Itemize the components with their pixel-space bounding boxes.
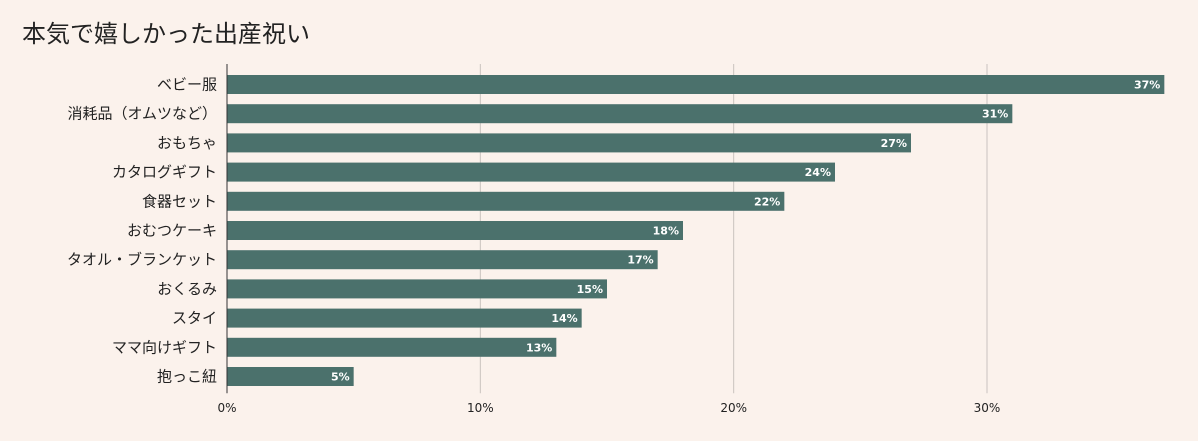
bar — [227, 367, 354, 386]
category-label: ベビー服 — [157, 76, 217, 94]
x-tick-label: 30% — [974, 401, 1001, 415]
bar — [227, 75, 1165, 94]
bar — [227, 250, 658, 270]
bar — [227, 279, 607, 299]
data-label: 37% — [1134, 79, 1160, 92]
category-label: 消耗品（オムツなど） — [67, 105, 217, 123]
bar — [227, 191, 785, 211]
x-tick-label: 10% — [467, 401, 494, 415]
data-label: 15% — [577, 283, 603, 296]
category-label: 抱っこ紐 — [157, 368, 217, 386]
bar — [227, 221, 683, 240]
bar — [227, 104, 1013, 124]
category-label: タオル・ブランケット — [67, 251, 217, 269]
category-label: 食器セット — [142, 192, 217, 210]
data-label: 17% — [627, 254, 653, 267]
chart-title: 本気で嬉しかった出産祝い — [22, 20, 310, 48]
category-label: おくるみ — [157, 280, 217, 298]
x-tick-label: 20% — [720, 401, 747, 415]
data-label: 14% — [551, 312, 577, 325]
data-label: 24% — [805, 166, 831, 179]
data-label: 22% — [754, 195, 780, 208]
category-label: カタログギフト — [112, 163, 217, 181]
data-label: 31% — [982, 108, 1008, 121]
data-label: 13% — [526, 341, 552, 354]
x-tick-label: 0% — [217, 401, 236, 415]
category-label: ママ向けギフト — [112, 338, 217, 356]
data-label: 27% — [881, 137, 907, 150]
category-label: おむつケーキ — [127, 222, 217, 240]
bar — [227, 162, 835, 182]
bar — [227, 133, 911, 153]
bar — [227, 337, 557, 357]
data-label: 5% — [331, 371, 350, 384]
data-label: 18% — [653, 225, 679, 238]
bar — [227, 308, 582, 328]
category-label: スタイ — [172, 309, 217, 327]
category-label: おもちゃ — [157, 134, 217, 152]
